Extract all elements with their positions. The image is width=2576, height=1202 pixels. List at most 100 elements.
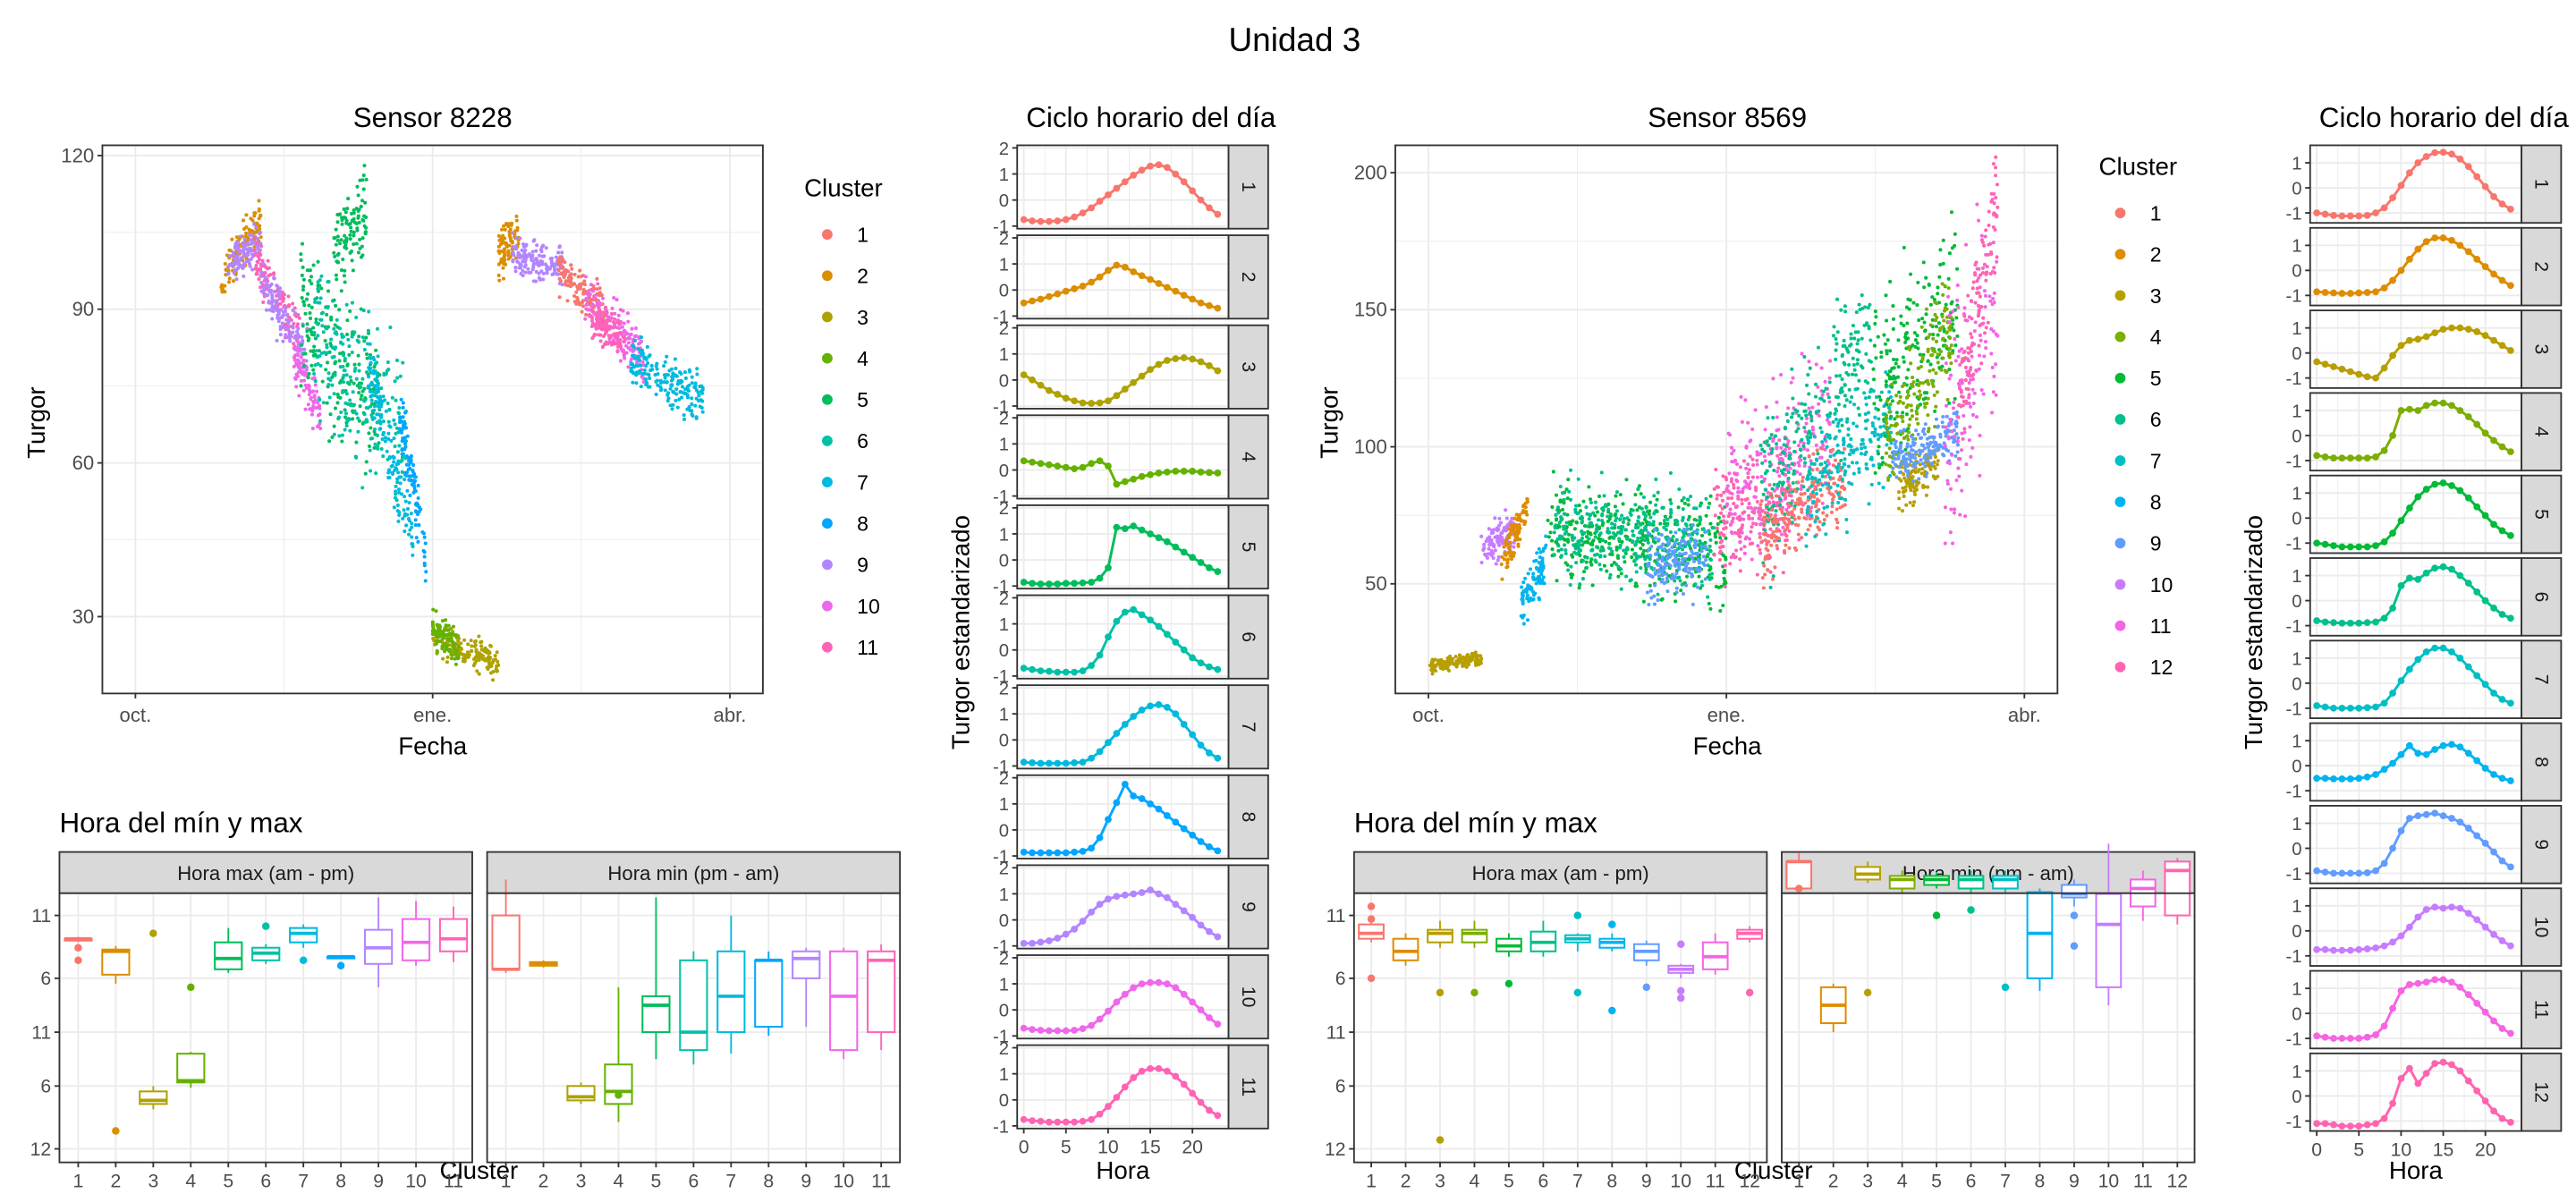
data-point: [301, 300, 306, 305]
data-point: [1708, 548, 1713, 553]
data-point: [343, 408, 347, 412]
data-point: [1487, 543, 1492, 547]
data-point: [1430, 672, 1435, 676]
data-point: [540, 262, 545, 267]
data-point: [340, 216, 344, 220]
data-point: [1729, 445, 1733, 450]
data-point: [244, 242, 249, 247]
data-point: [1593, 535, 1597, 539]
data-point: [521, 258, 525, 263]
data-point: [345, 318, 350, 323]
data-point: [1852, 402, 1857, 407]
data-point: [359, 397, 363, 402]
data-point: [348, 398, 352, 402]
data-point: [1859, 442, 1864, 446]
data-point: [1434, 664, 1438, 668]
data-point: [596, 317, 600, 321]
data-point: [403, 411, 408, 415]
data-point: [301, 358, 306, 363]
data-point: [367, 375, 371, 379]
data-point: [295, 329, 300, 334]
data-point: [291, 309, 295, 313]
data-point: [381, 394, 386, 399]
data-point: [572, 272, 577, 277]
data-point: [1693, 543, 1698, 547]
data-point: [356, 416, 360, 420]
data-point: [1830, 504, 1835, 509]
data-point: [1758, 513, 1763, 518]
data-point: [347, 344, 352, 349]
data-point: [626, 341, 631, 345]
data-point: [1749, 479, 1753, 484]
data-point: [1528, 567, 1533, 571]
data-point: [363, 200, 368, 205]
data-point: [1517, 526, 1521, 530]
data-point: [460, 652, 464, 656]
data-point: [1600, 546, 1605, 551]
data-point: [511, 244, 515, 250]
data-point: [397, 512, 402, 518]
data-point: [414, 536, 419, 540]
data-point: [1595, 545, 1599, 549]
data-point: [1777, 480, 1782, 485]
data-point: [332, 250, 336, 255]
data-point: [1608, 546, 1613, 551]
data-point: [1507, 545, 1512, 550]
data-point: [1760, 576, 1765, 580]
data-point: [466, 642, 470, 647]
data-point: [422, 554, 427, 559]
y-tick-label: 200: [1354, 161, 1387, 183]
data-point: [1840, 377, 1844, 382]
data-point: [1589, 500, 1593, 504]
data-point: [1794, 489, 1799, 494]
data-point: [588, 292, 592, 297]
data-point: [1846, 433, 1851, 437]
data-point: [1434, 669, 1438, 673]
data-point: [402, 478, 407, 482]
data-point: [1560, 535, 1564, 539]
data-point: [396, 461, 401, 466]
data-point: [1734, 478, 1739, 482]
data-point: [1574, 561, 1579, 565]
data-point: [1541, 575, 1546, 580]
data-point: [1802, 491, 1807, 495]
data-point: [336, 260, 341, 265]
data-point: [1499, 562, 1504, 567]
data-point: [556, 261, 561, 266]
data-point: [1870, 430, 1875, 435]
data-point: [301, 284, 306, 289]
data-point: [610, 306, 614, 310]
data-point: [1843, 403, 1847, 408]
data-point: [399, 430, 404, 435]
data-point: [1446, 668, 1452, 673]
data-point: [1548, 530, 1553, 535]
data-point: [604, 313, 608, 317]
data-point: [1797, 515, 1801, 520]
data-point: [343, 368, 347, 373]
data-point: [1768, 527, 1773, 531]
data-point: [1814, 500, 1818, 504]
data-point: [263, 270, 267, 275]
data-point: [339, 410, 343, 415]
data-point: [446, 623, 451, 628]
data-point: [361, 174, 366, 178]
data-point: [352, 402, 357, 407]
data-point: [1566, 539, 1571, 544]
data-point: [1755, 475, 1759, 479]
data-point: [622, 352, 626, 357]
data-point: [344, 373, 349, 377]
data-point: [1693, 582, 1698, 587]
data-point: [352, 230, 356, 234]
data-point: [283, 306, 287, 310]
data-point: [1521, 580, 1526, 585]
data-point: [488, 656, 493, 660]
data-point: [1549, 538, 1555, 543]
data-point: [358, 404, 362, 409]
data-point: [1801, 478, 1805, 483]
data-point: [401, 360, 405, 365]
data-point: [1750, 525, 1754, 529]
y-tick-label: 120: [61, 144, 94, 166]
data-point: [263, 275, 267, 279]
data-point: [255, 271, 259, 275]
data-point: [325, 401, 329, 405]
